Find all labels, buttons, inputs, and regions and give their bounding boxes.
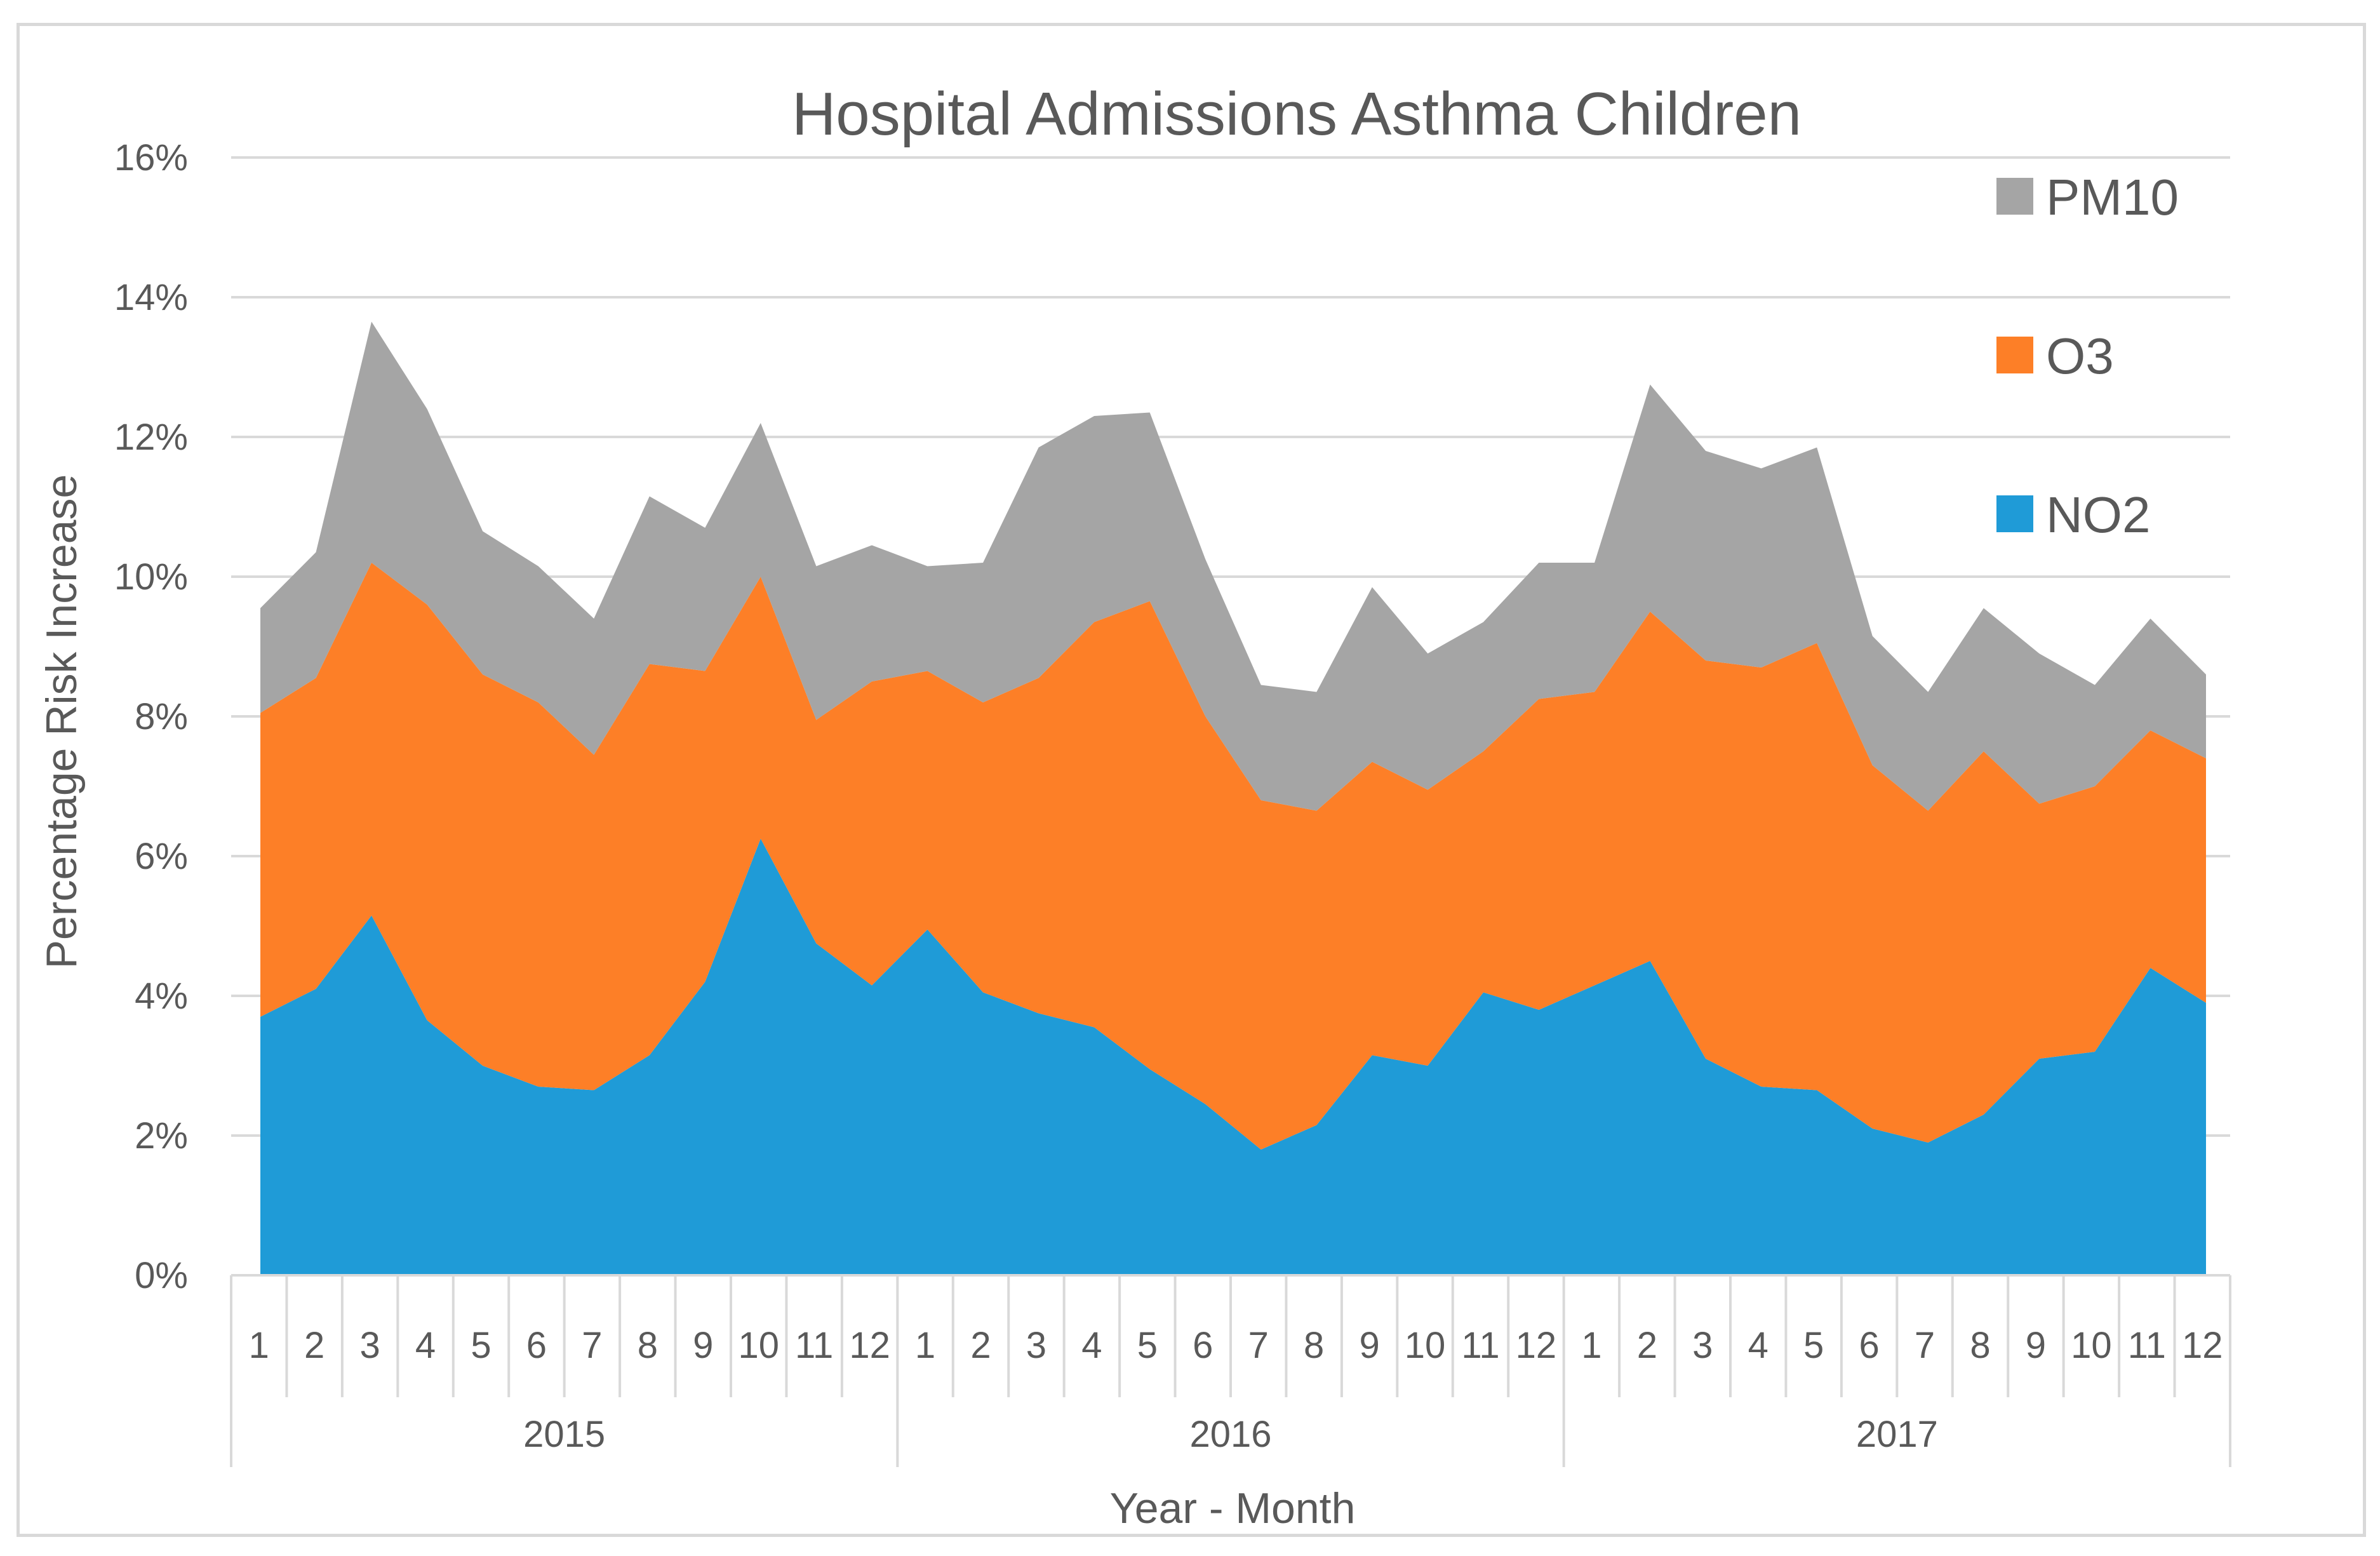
- x-tick-label-month: 7: [582, 1325, 602, 1366]
- x-axis-title: Year - Month: [1110, 1484, 1356, 1533]
- legend-swatch-pm10: [1996, 178, 2033, 215]
- y-tick-label: 16%: [114, 137, 188, 178]
- x-tick-label-month: 7: [1248, 1325, 1269, 1366]
- legend: PM10 O3 NO2: [1996, 169, 2179, 543]
- x-tick-label-month: 8: [1970, 1325, 1990, 1366]
- stacked-areas: [260, 321, 2206, 1275]
- x-tick-label-month: 9: [693, 1325, 713, 1366]
- x-tick-label-month: 6: [526, 1325, 547, 1366]
- x-tick-label-year: 2017: [1856, 1414, 1938, 1455]
- x-tick-label-month: 2: [304, 1325, 324, 1366]
- legend-label-pm10: PM10: [2046, 169, 2179, 225]
- x-tick-label-month: 11: [795, 1325, 833, 1366]
- x-tick-label-month: 4: [1081, 1325, 1102, 1366]
- x-tick-label-month: 10: [2071, 1325, 2112, 1366]
- area-pm10: [260, 321, 2206, 811]
- x-tick-label-month: 1: [915, 1325, 935, 1366]
- x-tick-label-month: 9: [1359, 1325, 1379, 1366]
- x-tick-label-month: 4: [1748, 1325, 1768, 1366]
- x-tick-label-month: 5: [471, 1325, 491, 1366]
- legend-label-o3: O3: [2046, 328, 2114, 384]
- y-tick-label: 12%: [114, 417, 188, 458]
- x-tick-label-month: 10: [1405, 1325, 1446, 1366]
- x-tick-label-month: 6: [1859, 1325, 1879, 1366]
- x-tick-label-month: 12: [2182, 1325, 2223, 1366]
- x-tick-label-month: 7: [1915, 1325, 1935, 1366]
- x-tick-label-month: 10: [738, 1325, 779, 1366]
- y-tick-label: 14%: [114, 277, 188, 318]
- x-tick-label-month: 5: [1137, 1325, 1158, 1366]
- y-axis-tick-labels: 0% 2% 4% 6% 8% 10% 12% 14% 16%: [114, 137, 188, 1296]
- chart-title: Hospital Admissions Asthma Children: [792, 80, 1802, 148]
- x-tick-label-month: 6: [1193, 1325, 1213, 1366]
- area-o3: [260, 563, 2206, 1150]
- x-tick-label-month: 1: [1581, 1325, 1601, 1366]
- legend-label-no2: NO2: [2046, 486, 2151, 543]
- legend-swatch-o3: [1996, 337, 2033, 373]
- y-tick-label: 6%: [135, 836, 188, 877]
- area-no2: [260, 838, 2206, 1275]
- x-tick-label-month: 4: [415, 1325, 436, 1366]
- x-tick-label-month: 8: [638, 1325, 658, 1366]
- x-tick-label-month: 2: [970, 1325, 991, 1366]
- x-tick-label-month: 1: [249, 1325, 269, 1366]
- x-axis: 1 2 3 4 5 6 7 8 9 10 11 12 1 2 3 4 5 6 7 8 9 10 11 12 1 2 3 4 5 6 7 8 9 1…: [230, 1274, 2231, 1467]
- x-tick-label-month: 8: [1304, 1325, 1324, 1366]
- x-tick-label-year: 2015: [523, 1414, 605, 1455]
- legend-swatch-no2: [1996, 495, 2033, 532]
- x-tick-label-year: 2016: [1189, 1414, 1271, 1455]
- y-tick-label: 10%: [114, 556, 188, 598]
- y-tick-label: 0%: [135, 1255, 188, 1296]
- x-tick-label-month: 11: [2128, 1325, 2166, 1366]
- x-tick-label-month: 9: [2026, 1325, 2046, 1366]
- y-axis-title: Percentage Risk Increase: [37, 474, 86, 969]
- x-tick-label-month: 3: [1692, 1325, 1713, 1366]
- x-tick-label-month: 5: [1803, 1325, 1824, 1366]
- x-tick-label-month: 11: [1461, 1325, 1499, 1366]
- x-tick-label-month: 12: [1516, 1325, 1557, 1366]
- x-tick-label-month: 3: [359, 1325, 380, 1366]
- y-tick-label: 4%: [135, 976, 188, 1017]
- y-tick-label: 2%: [135, 1115, 188, 1157]
- x-tick-label-month: 12: [849, 1325, 890, 1366]
- y-tick-label: 8%: [135, 696, 188, 737]
- x-tick-label-month: 2: [1637, 1325, 1657, 1366]
- x-tick-label-month: 3: [1026, 1325, 1046, 1366]
